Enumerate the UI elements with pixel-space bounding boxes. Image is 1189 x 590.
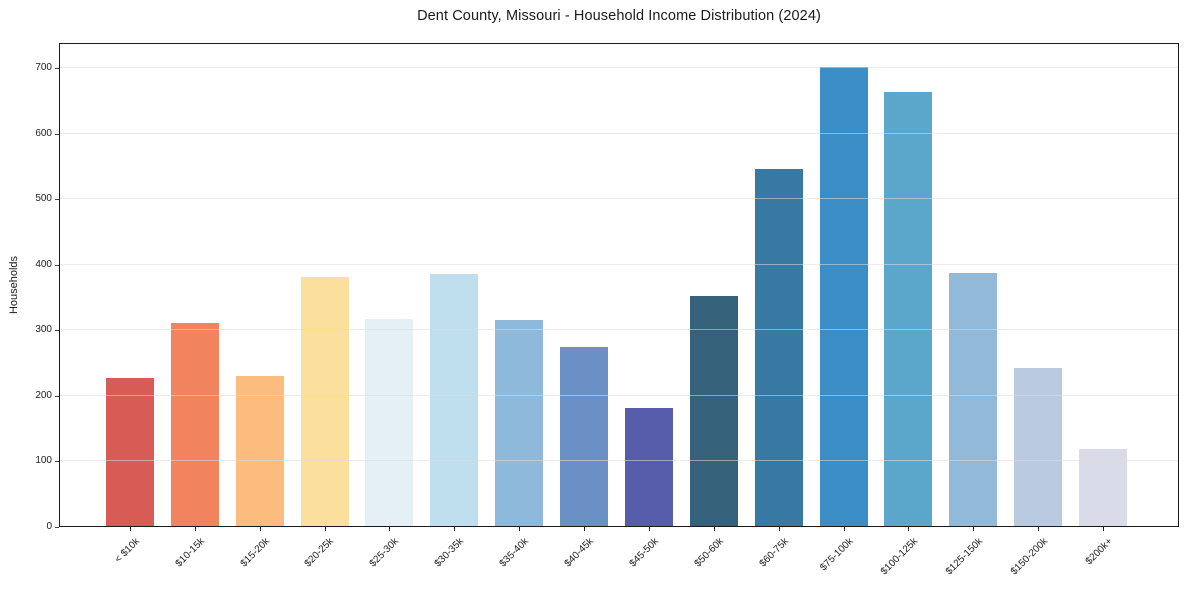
x-tick-label-$75-100k: $75-100k (818, 536, 856, 574)
y-tick-mark (55, 199, 59, 201)
x-tick-mark (973, 527, 975, 531)
y-tick-mark (55, 395, 59, 397)
bar-$40-45k (560, 346, 609, 526)
x-tick-mark (843, 527, 845, 531)
bar-$60-75k (754, 169, 803, 526)
x-tick-mark (130, 527, 131, 531)
y-tick-label-700: 700 (35, 61, 52, 73)
x-tick-mark (908, 527, 910, 531)
gridline-300 (60, 329, 1178, 331)
y-tick-label-100: 100 (35, 455, 52, 467)
plot-area (59, 43, 1179, 527)
y-tick-mark (55, 461, 59, 463)
gridline-700 (60, 66, 1178, 68)
y-tick-label-500: 500 (35, 193, 52, 205)
y-tick-mark (55, 67, 59, 69)
x-tick-mark (519, 527, 521, 531)
x-tick-mark (713, 527, 715, 531)
gridline-500 (60, 198, 1178, 200)
x-tick-mark (259, 527, 261, 531)
x-tick-mark (648, 527, 650, 531)
x-tick-label-$125-150k: $125-150k (943, 536, 986, 578)
chart-title: Dent County, Missouri - Household Income… (417, 8, 821, 24)
gridline-100 (60, 460, 1178, 462)
x-tick-label-< $10k: < $10k (112, 536, 142, 566)
x-tick-label-$100-125k: $100-125k (879, 536, 921, 578)
x-tick-label-$150-200k: $150-200k (1008, 536, 1050, 578)
bar-$15-20k (235, 375, 284, 526)
x-tick-mark (389, 527, 391, 531)
bar-$20-25k (300, 276, 349, 526)
bar-< $10k (106, 378, 154, 526)
x-tick-label-$45-50k: $45-50k (627, 536, 661, 570)
bar-$75-100k (819, 66, 868, 526)
bar-$35-40k (495, 320, 544, 526)
x-tick-label-$10-15k: $10-15k (173, 536, 207, 570)
x-tick-label-$60-75k: $60-75k (757, 536, 791, 570)
bar-$10-15k (170, 322, 219, 526)
x-tick-mark (194, 527, 196, 531)
x-tick-label-$50-60k: $50-60k (692, 536, 726, 570)
x-tick-label-$15-20k: $15-20k (238, 536, 272, 570)
y-tick-mark (55, 330, 59, 332)
y-tick-label-300: 300 (35, 324, 52, 336)
bar-$150-200k (1014, 367, 1063, 526)
x-tick-label-$25-30k: $25-30k (367, 536, 402, 570)
x-tick-mark (778, 527, 780, 531)
bar-$50-60k (689, 295, 738, 526)
y-tick-label-200: 200 (35, 389, 52, 401)
bar-$45-50k (624, 407, 673, 526)
x-tick-mark (454, 527, 456, 531)
x-tick-label-$35-40k: $35-40k (497, 536, 532, 570)
x-tick-mark (1038, 527, 1040, 531)
x-tick-mark (324, 527, 326, 531)
x-tick-label-$200k+: $200k+ (1083, 536, 1115, 568)
gridline-400 (60, 263, 1178, 265)
y-tick-mark (55, 133, 59, 135)
x-tick-label-$40-45k: $40-45k (562, 536, 596, 570)
x-tick-label-$30-35k: $30-35k (432, 536, 467, 570)
y-tick-label-400: 400 (35, 258, 52, 270)
bar-$25-30k (365, 318, 414, 526)
y-tick-label-0: 0 (46, 521, 52, 532)
gridline-200 (60, 394, 1178, 396)
bar-$200k+ (1079, 449, 1128, 526)
y-tick-label-600: 600 (35, 127, 52, 139)
x-tick-label-$20-25k: $20-25k (303, 536, 337, 570)
y-tick-mark (55, 527, 59, 528)
gridline-600 (60, 132, 1178, 134)
bar-$100-125k (884, 91, 933, 526)
x-tick-mark (1103, 527, 1105, 531)
bar-$30-35k (430, 274, 479, 526)
x-tick-mark (584, 527, 586, 531)
y-tick-mark (55, 264, 59, 266)
bar-$125-150k (949, 272, 998, 526)
